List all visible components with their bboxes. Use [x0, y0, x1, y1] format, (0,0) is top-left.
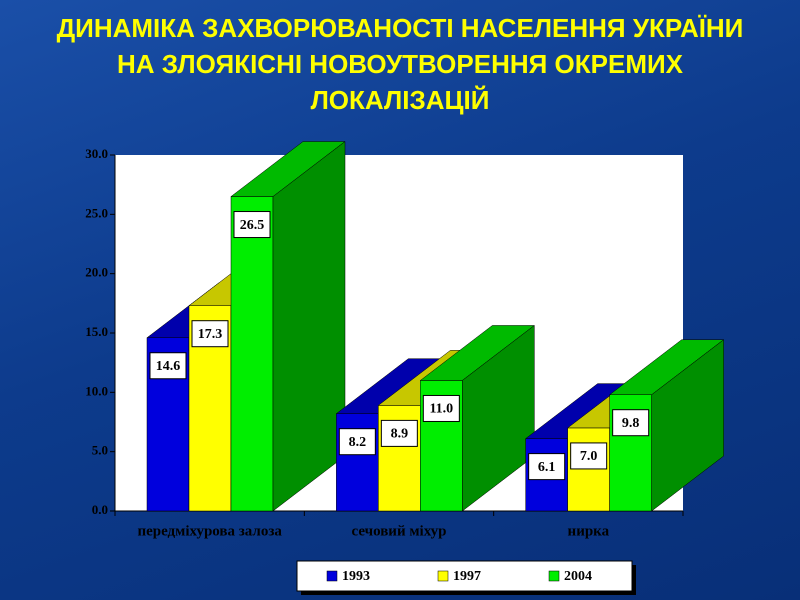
- value-label-box: [422, 394, 460, 422]
- value-label: 8.9: [391, 427, 409, 442]
- value-label-box: [612, 409, 650, 437]
- y-tick-label: 15.0: [85, 324, 108, 339]
- x-tick-label: передміхурова залоза: [137, 523, 282, 539]
- value-label-box: [149, 352, 187, 380]
- value-label: 26.5: [240, 218, 265, 233]
- value-label-box: [191, 320, 229, 348]
- value-label-box: [233, 211, 271, 239]
- value-label-box: [338, 428, 376, 456]
- legend-label: 2004: [564, 569, 592, 584]
- bar-side: [651, 339, 724, 512]
- bar: [567, 427, 610, 512]
- legend-box: [296, 560, 633, 592]
- value-label: 14.6: [156, 359, 181, 374]
- value-label-box: [380, 419, 418, 447]
- value-label: 11.0: [429, 402, 453, 417]
- value-label-box: [528, 453, 566, 481]
- value-label-box: [570, 442, 608, 470]
- legend-swatch: [548, 570, 560, 582]
- y-tick-label: 5.0: [92, 443, 108, 458]
- bar: [230, 196, 274, 512]
- value-label: 7.0: [580, 449, 598, 464]
- legend-swatch: [326, 570, 338, 582]
- y-tick-label: 0.0: [92, 502, 108, 517]
- legend-label: 1993: [342, 569, 370, 584]
- legend-swatch: [437, 570, 449, 582]
- y-tick-label: 25.0: [85, 205, 108, 220]
- value-label: 9.8: [622, 416, 640, 431]
- y-tick-label: 30.0: [85, 146, 108, 161]
- value-label: 6.1: [538, 460, 556, 475]
- y-tick-label: 20.0: [85, 265, 108, 280]
- chart-title: ДИНАМІКА ЗАХВОРЮВАНОСТІ НАСЕЛЕННЯ УКРАЇН…: [56, 13, 744, 115]
- legend-label: 1997: [453, 569, 481, 584]
- bar-side: [272, 141, 346, 512]
- value-label: 8.2: [349, 435, 367, 450]
- value-label: 17.3: [198, 327, 223, 342]
- x-tick-label: нирка: [568, 523, 610, 539]
- x-tick-label: сечовий міхур: [351, 523, 446, 539]
- y-tick-label: 10.0: [85, 383, 108, 398]
